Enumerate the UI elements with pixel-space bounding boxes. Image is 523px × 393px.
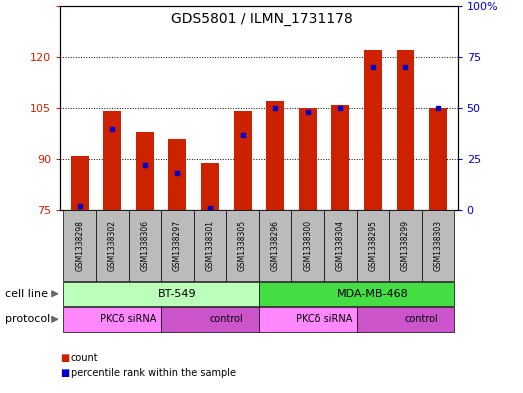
Bar (201, 163, 219, 210)
Bar (168, 139, 186, 210)
Text: GSM1338303: GSM1338303 (434, 220, 442, 271)
Text: GSM1338300: GSM1338300 (303, 220, 312, 271)
Bar (71, 156, 89, 210)
Bar (234, 112, 252, 210)
Text: GSM1338306: GSM1338306 (140, 220, 150, 271)
Bar (129, 210, 161, 281)
Bar (324, 210, 357, 281)
Bar (389, 210, 422, 281)
Text: PKCδ siRNA: PKCδ siRNA (100, 314, 157, 324)
Text: GDS5801 / ILMN_1731178: GDS5801 / ILMN_1731178 (170, 12, 353, 26)
Bar (299, 108, 317, 210)
Text: BT-549: BT-549 (158, 289, 197, 299)
Text: GSM1338304: GSM1338304 (336, 220, 345, 271)
Text: GSM1338302: GSM1338302 (108, 220, 117, 271)
Bar (194, 210, 226, 281)
Bar (396, 50, 414, 210)
Text: GSM1338298: GSM1338298 (75, 220, 84, 271)
Text: cell line: cell line (5, 289, 48, 299)
Text: control: control (209, 314, 243, 324)
Text: ■: ■ (60, 353, 70, 363)
Text: control: control (405, 314, 439, 324)
Bar (364, 50, 382, 210)
Text: ■: ■ (60, 368, 70, 378)
Text: GSM1338296: GSM1338296 (271, 220, 280, 271)
Bar (259, 281, 454, 306)
Bar (161, 307, 259, 332)
Text: GSM1338301: GSM1338301 (206, 220, 214, 271)
Text: GSM1338299: GSM1338299 (401, 220, 410, 271)
Bar (104, 112, 121, 210)
Text: MDA-MB-468: MDA-MB-468 (337, 289, 409, 299)
Bar (357, 307, 454, 332)
Text: PKCδ siRNA: PKCδ siRNA (296, 314, 352, 324)
Bar (226, 210, 259, 281)
Text: GSM1338305: GSM1338305 (238, 220, 247, 271)
Bar (259, 307, 357, 332)
Bar (266, 101, 284, 210)
Bar (63, 210, 96, 281)
Bar (161, 210, 194, 281)
Text: percentile rank within the sample: percentile rank within the sample (71, 368, 235, 378)
Bar (96, 210, 129, 281)
Bar (332, 105, 349, 210)
Text: count: count (71, 353, 98, 363)
Bar (63, 307, 161, 332)
Bar (259, 210, 291, 281)
Bar (136, 132, 154, 210)
Text: protocol: protocol (5, 314, 51, 324)
Bar (429, 108, 447, 210)
Bar (63, 281, 259, 306)
Text: GSM1338297: GSM1338297 (173, 220, 182, 271)
Bar (291, 210, 324, 281)
Bar (357, 210, 389, 281)
Text: GSM1338295: GSM1338295 (368, 220, 378, 271)
Bar (422, 210, 454, 281)
